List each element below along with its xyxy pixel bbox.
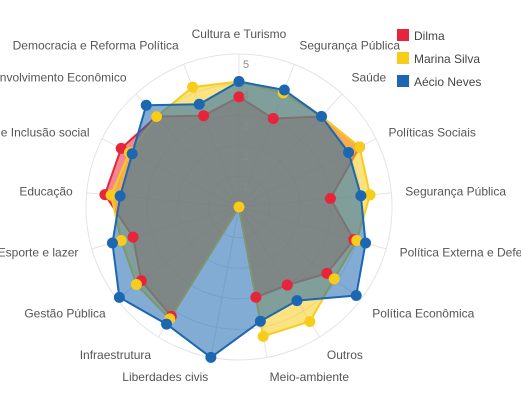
category-label: Política Externa e Defesa Nacional xyxy=(400,246,521,260)
radial-ticks: 1 2 3 4 5 xyxy=(243,59,249,193)
data-point xyxy=(315,111,327,123)
legend-label: Dilma xyxy=(414,29,445,43)
data-point xyxy=(364,189,376,201)
category-label: Cultura e Turismo xyxy=(192,27,287,41)
data-point xyxy=(233,201,245,213)
data-point xyxy=(106,237,118,249)
legend-label: Marina Silva xyxy=(414,52,480,66)
data-point xyxy=(126,148,138,160)
data-point xyxy=(254,315,266,327)
legend: Dilma Marina Silva Aécio Neves xyxy=(397,29,481,89)
data-point xyxy=(257,330,269,342)
data-point xyxy=(114,190,126,202)
tick-label: 1 xyxy=(243,181,249,193)
data-point xyxy=(198,110,210,122)
data-point xyxy=(328,273,340,285)
data-point xyxy=(291,295,303,307)
data-point xyxy=(205,351,217,363)
data-point xyxy=(127,231,139,243)
data-point xyxy=(151,111,163,123)
tick-label: 4 xyxy=(243,90,249,102)
category-label: Segurança Pública xyxy=(405,185,506,199)
data-point xyxy=(115,234,127,246)
data-point xyxy=(350,290,362,302)
series-area xyxy=(111,80,367,359)
tick-label: 3 xyxy=(243,120,249,132)
category-label: Outros xyxy=(327,348,363,362)
category-label: Política Econômica xyxy=(372,307,474,321)
tick-label: 2 xyxy=(243,151,249,163)
data-point xyxy=(360,237,372,249)
data-point xyxy=(130,278,142,290)
category-label: Desenvolvimento Econômico xyxy=(0,71,127,85)
data-point xyxy=(267,113,279,125)
category-labels: Cultura e Turismo Segurança Pública Saúde P… xyxy=(0,27,521,384)
data-point xyxy=(355,190,367,202)
data-point xyxy=(113,291,125,303)
data-point xyxy=(105,189,117,201)
data-point xyxy=(343,146,355,158)
category-label: Gestão Pública xyxy=(24,307,106,321)
data-point xyxy=(281,279,293,291)
category-label: Esporte e lazer xyxy=(0,246,78,260)
category-label: Liberdades civis xyxy=(122,370,208,384)
data-point xyxy=(233,76,245,88)
series-layer xyxy=(99,76,376,363)
category-label: Meio-ambiente xyxy=(270,370,350,384)
tick-label: 5 xyxy=(243,59,249,71)
data-point xyxy=(140,99,152,111)
legend-swatch xyxy=(397,75,409,87)
data-point xyxy=(351,234,363,246)
category-label: Infraestrutura xyxy=(80,348,152,362)
legend-label: Aécio Neves xyxy=(414,75,481,89)
data-point xyxy=(250,291,262,303)
legend-swatch xyxy=(397,29,409,41)
data-point xyxy=(324,193,336,205)
data-point xyxy=(354,141,366,153)
data-point xyxy=(193,98,205,110)
data-point xyxy=(278,84,290,96)
category-label: Democracia e Reforma Política xyxy=(13,38,179,52)
category-label: Segurança Pública xyxy=(299,38,400,52)
category-label: Políticas Sociais xyxy=(388,126,475,140)
data-point xyxy=(161,318,173,330)
category-label: Saúde xyxy=(352,71,387,85)
data-point xyxy=(187,81,199,93)
data-point xyxy=(115,142,127,154)
legend-swatch xyxy=(397,52,409,64)
data-point xyxy=(304,315,316,327)
category-label: Educação xyxy=(19,185,73,199)
data-point xyxy=(233,91,245,103)
category-label: Direitos Humanos e Inclusão social xyxy=(0,126,90,140)
